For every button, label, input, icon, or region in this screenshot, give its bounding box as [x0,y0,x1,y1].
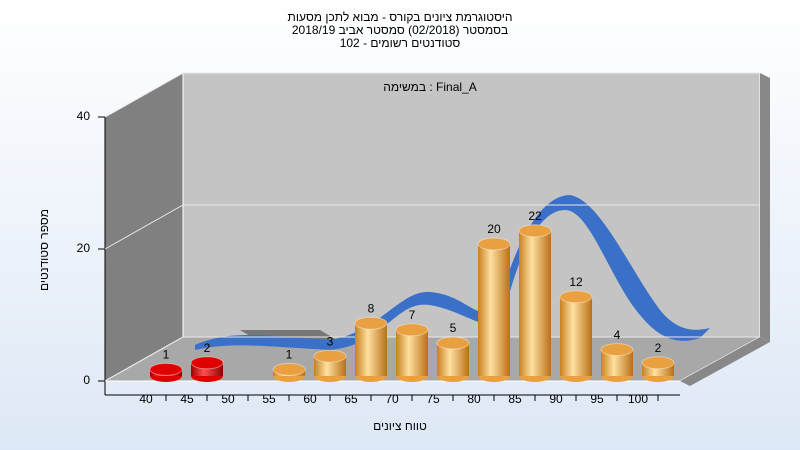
data-label: 7 [409,308,416,322]
grid-line [104,204,760,250]
x-tick-label: 85 [508,392,522,406]
bar-top [600,343,634,357]
bar-top [395,323,429,337]
annotation: במשימה : Final_A [383,80,477,94]
bar [478,244,510,376]
bar-top [272,362,306,376]
bar-top [641,356,675,370]
x-tick-label: 95 [590,392,604,406]
data-label: 12 [569,275,583,289]
x-tick-label: 50 [221,392,235,406]
x-tick-label: 75 [426,392,440,406]
data-label: 2 [204,341,211,355]
x-tick-label: 55 [262,392,276,406]
x-tick-label: 65 [344,392,358,406]
data-label: 22 [528,209,542,223]
x-tick-label: 100 [628,392,648,406]
bar [519,230,551,376]
data-label: 8 [368,301,375,315]
wall-shadow [760,73,770,342]
x-tick-label: 90 [549,392,563,406]
bar-top [190,356,224,370]
bar [355,323,387,376]
y-tick-label: 20 [77,241,91,255]
bar [560,296,592,376]
chart-title: בסמסטר (02/2018) סמסטר אביב 2018/19 [292,23,508,37]
data-label: 1 [163,348,170,362]
x-tick-label: 80 [467,392,481,406]
x-tick-label: 40 [139,392,153,406]
chart-title: סטודנטים רשומים - 102 [340,36,461,50]
x-tick-label: 45 [180,392,194,406]
chart-title: היסטוגרמת ציונים בקורס - מבוא לתכן מסעות [288,10,513,24]
data-label: 3 [327,334,334,348]
x-tick-label: 70 [385,392,399,406]
data-label: 2 [655,341,662,355]
bar-top [354,316,388,330]
bar-top [518,224,552,238]
y-tick-label: 40 [77,109,91,123]
data-label: 1 [286,348,293,362]
bar-top [149,362,183,376]
bar-top [436,336,470,350]
data-label: 4 [614,328,621,342]
data-label: 20 [487,222,501,236]
floor-shadow [680,337,770,386]
bar-top [559,290,593,304]
x-axis-label: טווח ציונים [373,419,427,433]
bar-top [477,237,511,251]
y-tick-label: 0 [83,373,90,387]
bar [396,329,428,376]
data-label: 5 [450,321,457,335]
bar-top [313,349,347,363]
x-tick-label: 60 [303,392,317,406]
grid-line [104,72,760,118]
y-axis-label: מספר סטודנטים [37,209,51,291]
